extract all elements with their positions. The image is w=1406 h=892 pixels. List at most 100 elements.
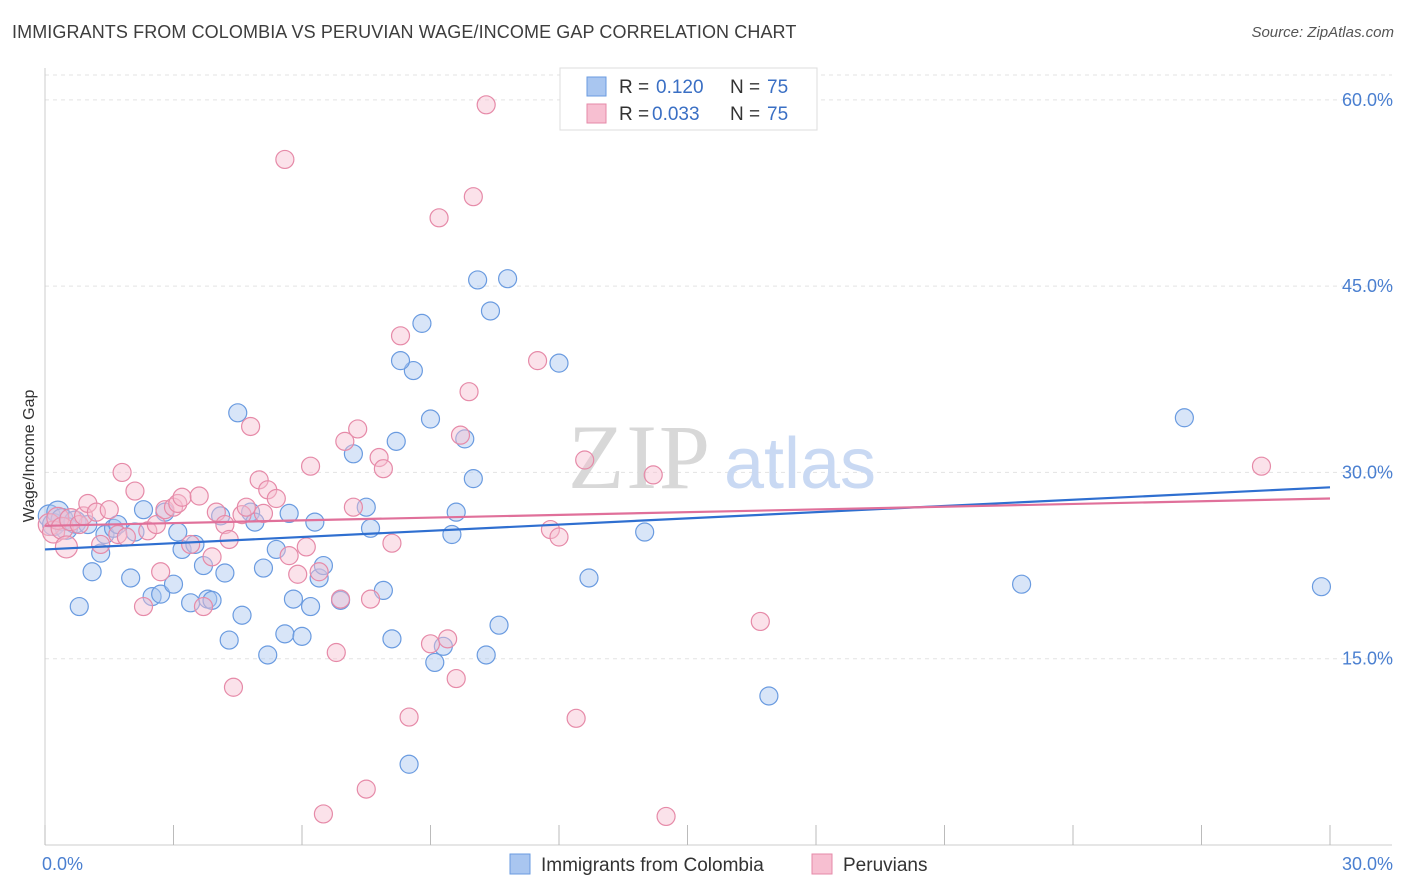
data-point (279, 503, 299, 524)
chart-source: Source: ZipAtlas.com (1251, 24, 1394, 41)
data-point (635, 522, 655, 542)
data-point (125, 481, 145, 501)
data-point (266, 488, 286, 509)
data-point (480, 301, 501, 321)
data-point (450, 425, 471, 445)
legend-n-value-2: 75 (767, 104, 788, 125)
data-point (549, 353, 569, 373)
data-point (215, 514, 235, 535)
data-point (228, 403, 248, 423)
x-tick-label-start: 0.0% (42, 854, 83, 874)
legend-r-label-2: R = (619, 104, 649, 125)
data-point (527, 351, 548, 371)
data-point (215, 563, 235, 583)
data-point (420, 409, 441, 429)
data-point (1311, 577, 1332, 597)
data-point (579, 568, 599, 588)
data-point (288, 564, 308, 584)
data-point (425, 652, 445, 673)
data-point (193, 596, 214, 617)
data-point (300, 596, 321, 617)
data-point (50, 516, 74, 540)
data-point (309, 562, 329, 582)
data-point (343, 497, 363, 517)
chart-title: IMMIGRANTS FROM COLOMBIA VS PERUVIAN WAG… (12, 22, 797, 42)
data-point (279, 546, 299, 566)
data-point (69, 596, 89, 617)
legend-r-value-1: 0.120 (656, 77, 704, 98)
data-point (399, 707, 419, 727)
data-point (275, 624, 295, 644)
data-point (253, 503, 274, 524)
data-point (112, 462, 132, 483)
bottom-legend-swatch-peruvians (811, 853, 833, 875)
data-point (181, 534, 201, 555)
y-tick-label: 45.0% (1342, 276, 1393, 296)
data-point (305, 512, 325, 532)
data-point (656, 806, 676, 827)
data-point (133, 596, 154, 617)
data-point (348, 419, 368, 439)
data-point (116, 527, 136, 547)
data-point (1251, 456, 1272, 476)
legend-n-value-1: 75 (767, 77, 788, 98)
data-point (429, 208, 449, 228)
data-point (386, 431, 406, 451)
data-point (750, 611, 770, 632)
data-point (463, 187, 483, 207)
stats-legend: R = 0.120 N = 75 R = 0.033 N = 75 (559, 67, 818, 131)
data-point (326, 642, 346, 663)
data-point (468, 270, 488, 290)
data-point (189, 486, 209, 506)
data-point (476, 645, 496, 665)
data-point (121, 568, 141, 588)
watermark-atlas: atlas (724, 424, 876, 504)
legend-n-label-1: N = (730, 77, 760, 98)
data-point (236, 497, 256, 517)
y-tick-label: 30.0% (1342, 462, 1393, 482)
legend-swatch-colombia (586, 76, 607, 97)
data-point (446, 668, 466, 689)
x-tick-labels: 0.0% 30.0% (42, 854, 1393, 874)
trend-lines (44, 486, 1331, 551)
data-point (151, 584, 171, 604)
data-point (82, 562, 102, 582)
series-legend: Immigrants from Colombia Peruvians (509, 853, 928, 876)
data-point (420, 634, 441, 654)
data-point (476, 95, 496, 115)
watermark-zip: ZIP (568, 406, 712, 508)
data-point (382, 533, 402, 553)
data-point (442, 524, 462, 545)
trend-line-0 (44, 486, 1331, 551)
data-point (498, 269, 518, 289)
data-point (369, 447, 389, 468)
data-point (253, 558, 274, 578)
data-point (566, 708, 586, 728)
data-point (390, 351, 411, 371)
data-point (459, 382, 479, 402)
axes (44, 68, 1392, 846)
data-point (643, 465, 663, 485)
y-tick-label: 15.0% (1342, 649, 1393, 669)
data-point (202, 547, 222, 567)
bottom-legend-peruvians: Peruvians (843, 855, 928, 876)
data-point (399, 754, 419, 774)
data-point (1174, 408, 1194, 428)
data-point (438, 629, 458, 649)
trend-line-1 (44, 497, 1331, 527)
data-point (151, 562, 171, 582)
data-point (163, 574, 184, 594)
data-point (172, 487, 192, 507)
data-point (1011, 574, 1032, 594)
data-point (219, 630, 239, 650)
y-axis-title: Wage/Income Gap (21, 390, 38, 523)
data-point (99, 500, 119, 520)
data-point (575, 450, 595, 470)
legend-n-label-2: N = (730, 104, 760, 125)
data-point (330, 589, 351, 609)
data-point (373, 459, 393, 479)
data-point (390, 326, 411, 346)
data-point (309, 568, 329, 588)
watermark: ZIP atlas (568, 406, 876, 508)
